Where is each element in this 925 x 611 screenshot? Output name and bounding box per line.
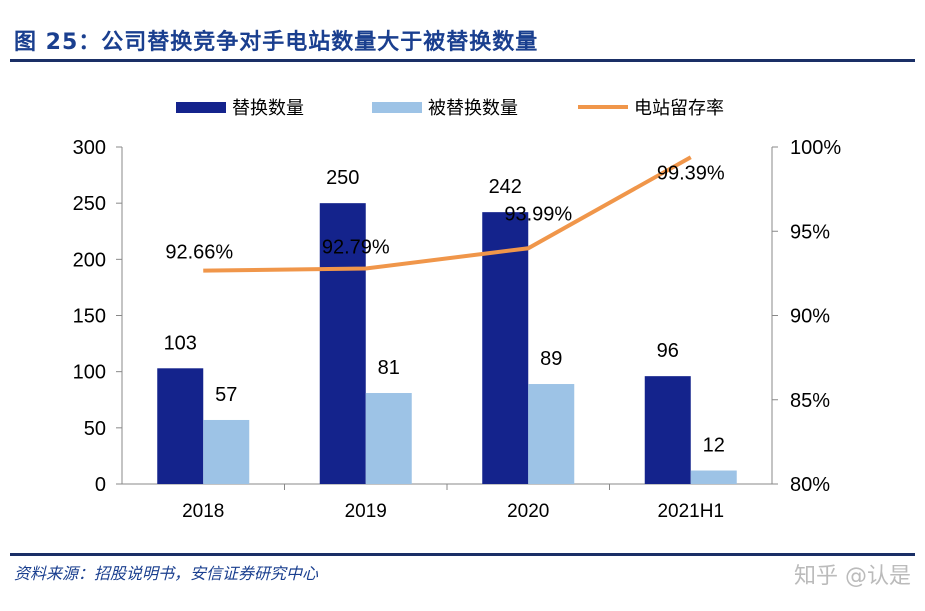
bar-replaced [690,470,737,484]
left-tick-label: 200 [73,249,106,271]
left-tick-label: 100 [73,362,106,384]
watermark: 知乎 @认是 [794,564,911,589]
line-data-label: 92.66% [165,242,233,264]
bar-data-label: 12 [703,435,725,457]
retention-line [203,155,692,273]
x-tick-label: 2021H1 [657,501,724,522]
source-note: 资料来源：招股说明书，安信证券研究中心 [14,564,319,583]
bar-replace [157,368,204,484]
right-tick-label: 85% [790,390,830,412]
bar-replaced [365,393,412,484]
bar-replace [644,376,691,484]
right-tick-label: 100% [790,137,841,159]
bar-data-label: 250 [326,167,359,189]
right-tick-label: 95% [790,221,830,243]
left-tick-label: 0 [95,474,106,496]
legend-label: 电站留存率 [634,98,724,118]
bar-data-label: 89 [540,348,562,370]
bar-data-label: 103 [164,332,197,354]
right-tick-label: 80% [790,474,830,496]
bar-replace [482,212,529,485]
bar-data-label: 242 [489,176,522,198]
figure-title: 图 25：公司替换竞争对手电站数量大于被替换数量 [14,30,539,55]
bar-data-label: 81 [378,357,400,379]
legend-swatch [372,102,422,113]
footer-divider [10,553,915,556]
left-tick-label: 50 [84,418,106,440]
bar-replaced [203,419,250,484]
x-tick-label: 2019 [345,501,387,522]
line-data-label: 92.79% [322,236,390,258]
bar-replaced [528,384,575,484]
bar-data-label: 57 [215,384,237,406]
legend-label: 替换数量 [232,98,304,118]
left-tick-label: 300 [73,137,106,159]
right-tick-label: 90% [790,306,830,328]
line-data-label: 99.39% [657,162,725,184]
title-divider [10,59,915,62]
legend-label: 被替换数量 [428,98,518,118]
x-tick-label: 2020 [507,501,549,522]
bar-replace [319,203,366,484]
legend-swatch [176,102,226,113]
left-tick-label: 250 [73,193,106,215]
bar-data-label: 96 [657,340,679,362]
left-tick-label: 150 [73,306,106,328]
line-data-label: 93.99% [504,203,572,225]
x-tick-label: 2018 [182,501,224,522]
